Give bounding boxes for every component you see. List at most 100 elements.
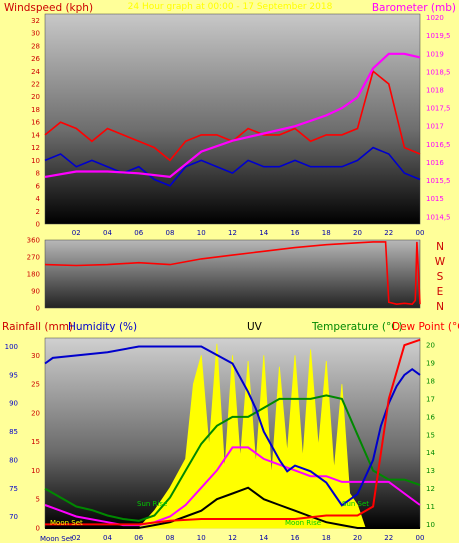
rain-tick-label: 10: [31, 467, 40, 475]
series-line-wind-direction: [44, 241, 421, 306]
uv-label: UV: [247, 321, 263, 333]
panel2-series: [44, 241, 421, 306]
temperature-tick-label: 10: [426, 521, 435, 529]
rain-tick-label: 25: [31, 381, 40, 389]
x-tick-label: 02: [72, 534, 81, 542]
temperature-tick-label: 18: [426, 378, 435, 386]
x-tick-label: 16: [291, 229, 300, 237]
left-tick-label: 14: [31, 131, 40, 139]
left-tick-label: 26: [31, 55, 40, 63]
humidity-tick-label: 75: [9, 485, 18, 493]
right-tick-label: 1016,5: [426, 141, 451, 149]
x-tick-label: 00: [416, 229, 425, 237]
humidity-tick-label: 70: [9, 513, 18, 521]
left-tick-label: 18: [31, 106, 40, 114]
x-tick-label: 20: [353, 534, 362, 542]
x-tick-label: 06: [134, 534, 143, 542]
x-tick-label: 14: [259, 534, 268, 542]
direction-tick-label: 0: [36, 305, 40, 313]
x-tick-label: 12: [228, 534, 237, 542]
rainfall-label: Rainfall (mm): [2, 321, 73, 333]
rain-tick-label: 0: [36, 525, 40, 533]
x-tick-label: 18: [322, 229, 331, 237]
x-tick-label: 04: [103, 534, 112, 542]
panel3-series: [44, 338, 421, 529]
left-tick-label: 8: [36, 170, 40, 178]
left-tick-label: 12: [31, 144, 40, 152]
series-line-uv: [45, 486, 420, 529]
temperature-tick-label: 20: [426, 342, 435, 350]
rain-tick-label: 5: [36, 496, 40, 504]
right-tick-label: 1020: [426, 14, 444, 22]
left-tick-label: 28: [31, 42, 40, 50]
temperature-tick-label: 17: [426, 395, 435, 403]
right-tick-label: 1019: [426, 50, 444, 58]
left-tick-label: 30: [31, 30, 40, 38]
x-tick-label: 06: [134, 229, 143, 237]
panel3-ticks: 0 5 10 15 20 25 30 70 75 80 85 90 95 100 10 11 12 13 14 15 1…: [5, 342, 436, 542]
humidity-label: Humidity (%): [68, 321, 137, 333]
temperature-tick-label: 14: [426, 449, 435, 457]
rain-tick-label: 30: [31, 352, 40, 360]
dewpoint-label: Dew Point (°C): [392, 321, 459, 333]
humidity-tick-label: 90: [9, 400, 18, 408]
x-tick-label: 10: [197, 229, 206, 237]
x-tick-label: 08: [166, 534, 175, 542]
temperature-tick-label: 11: [426, 503, 435, 511]
humidity-tick-label: 100: [5, 343, 18, 351]
humidity-tick-label: 80: [9, 456, 18, 464]
x-tick-label: 10: [197, 534, 206, 542]
compass-label: E: [437, 286, 444, 298]
panel1-right-axis-label: Barometer (mb): [372, 2, 456, 14]
right-tick-label: 1017,5: [426, 105, 451, 113]
annotation-sun-set: Sun Set: [342, 500, 369, 508]
panel1-title: 24 Hour graph at 00:00 - 17 September 20…: [128, 2, 333, 12]
panel3-annotations: Moon Set Moon Set Sun Rise Moon Rise Sun Set: [40, 500, 369, 543]
x-tick-label: 14: [259, 229, 268, 237]
left-tick-label: 20: [31, 93, 40, 101]
x-tick-label: 08: [166, 229, 175, 237]
left-tick-label: 6: [36, 182, 41, 190]
direction-tick-label: 270: [27, 254, 40, 262]
left-tick-label: 2: [36, 208, 40, 216]
temperature-tick-label: 12: [426, 485, 435, 493]
left-tick-label: 0: [36, 221, 40, 229]
compass-label: N: [436, 301, 444, 313]
direction-tick-label: 180: [27, 271, 40, 279]
x-tick-label: 20: [353, 229, 362, 237]
series-line-barometer: [44, 52, 421, 179]
temperature-tick-label: 19: [426, 360, 435, 368]
annotation-moon-set: Moon Set: [50, 519, 83, 527]
temperature-label: Temperature (°C): [311, 321, 403, 333]
annotation-moon-rise: Moon Rise: [285, 519, 321, 527]
x-tick-label: 22: [384, 534, 393, 542]
rain-tick-label: 20: [31, 409, 40, 417]
temperature-tick-label: 16: [426, 413, 435, 421]
right-tick-label: 1016: [426, 159, 444, 167]
x-tick-label: 00: [416, 534, 425, 542]
right-tick-label: 1015,5: [426, 177, 451, 185]
annotation-sun-rise: Sun Rise: [137, 500, 167, 508]
series-line-dew-point: [45, 338, 421, 526]
left-tick-label: 22: [31, 81, 40, 89]
left-tick-label: 4: [36, 195, 41, 203]
panel1-left-axis-label: Windspeed (kph): [4, 2, 93, 14]
left-tick-label: 24: [31, 68, 40, 76]
right-tick-label: 1015: [426, 195, 444, 203]
panel2-plot-area: [44, 239, 421, 309]
x-tick-label: 16: [291, 534, 300, 542]
panel1-right-ticks: 1014,5 1015 1015,5 1016 1016,5 1017 1017,5 1018…: [426, 14, 451, 221]
left-tick-label: 10: [31, 157, 40, 165]
humidity-tick-label: 95: [9, 371, 18, 379]
right-tick-label: 1018,5: [426, 68, 451, 76]
x-tick-label: 22: [384, 229, 393, 237]
series-line-temperature: [44, 394, 421, 522]
temperature-tick-label: 15: [426, 431, 435, 439]
panel1-series: [44, 52, 421, 187]
annotation-moon-set-axis: Moon Set: [40, 535, 73, 543]
panel1-x-ticks: 02 04 06 08 10 12 14 16 18 20 22 00: [72, 229, 425, 237]
x-tick-label: 04: [103, 229, 112, 237]
compass-label: N: [436, 241, 444, 253]
